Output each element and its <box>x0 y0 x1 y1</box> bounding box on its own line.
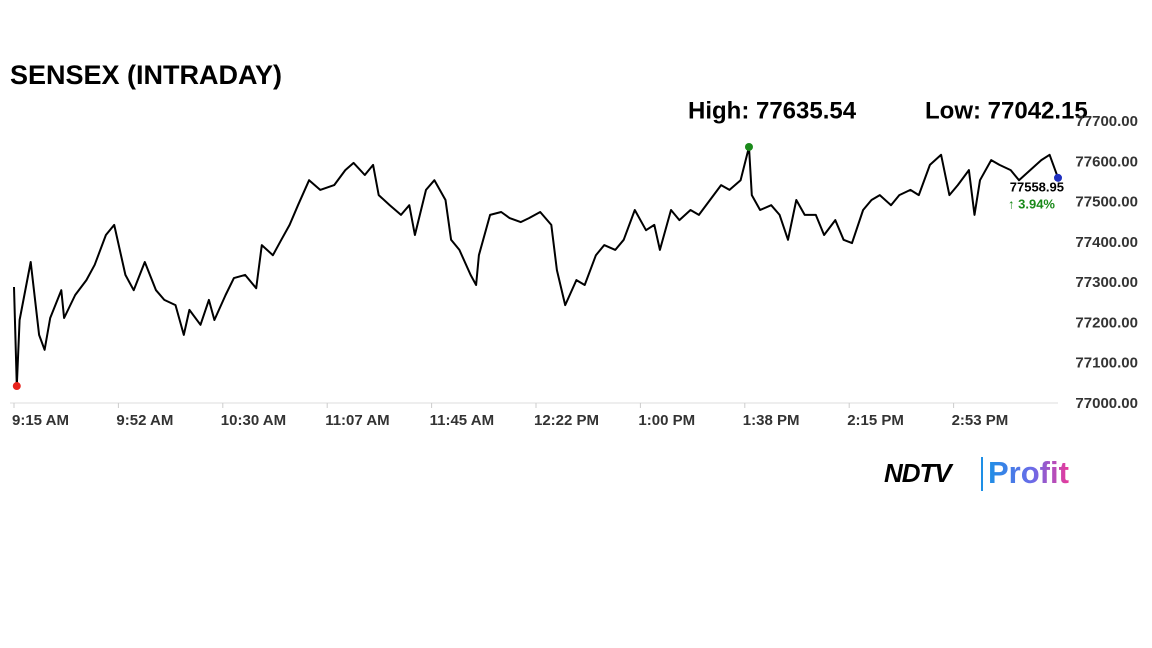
x-tick-label: 9:52 AM <box>116 412 173 429</box>
x-tick-label: 2:15 PM <box>847 412 904 429</box>
y-tick-label: 77400.00 <box>1075 234 1138 251</box>
low-label: Low: 77042.15 <box>925 97 1088 124</box>
x-tick-label: 1:38 PM <box>743 412 800 429</box>
x-tick-label: 11:45 AM <box>430 412 494 429</box>
x-tick-label: 1:00 PM <box>638 412 695 429</box>
x-tick-label: 12:22 PM <box>534 412 599 429</box>
high-label: High: 77635.54 <box>688 97 857 124</box>
x-tick-label: 9:15 AM <box>12 412 69 429</box>
logo-ndtv: NDTV <box>884 458 954 488</box>
logo-profit: Profit <box>988 455 1069 490</box>
y-tick-label: 77600.00 <box>1075 153 1138 170</box>
low-marker <box>12 382 21 391</box>
y-tick-label: 77200.00 <box>1075 314 1138 331</box>
y-tick-label: 77500.00 <box>1075 194 1138 211</box>
price-line <box>13 146 1059 387</box>
chart-title: SENSEX (INTRADAY) <box>10 60 282 90</box>
x-tick-label: 2:53 PM <box>952 412 1009 429</box>
last-marker <box>1054 173 1062 182</box>
x-tick-label: 11:07 AM <box>325 412 389 429</box>
y-tick-label: 77700.00 <box>1075 113 1138 130</box>
last-price-label: 77558.95 <box>1010 179 1064 194</box>
y-tick-label: 77000.00 <box>1075 395 1138 412</box>
y-tick-label: 77300.00 <box>1075 274 1138 291</box>
y-tick-label: 77100.00 <box>1075 355 1138 372</box>
high-marker <box>744 142 753 151</box>
x-tick-label: 10:30 AM <box>221 412 286 429</box>
change-label: ↑ 3.94% <box>1008 196 1055 211</box>
